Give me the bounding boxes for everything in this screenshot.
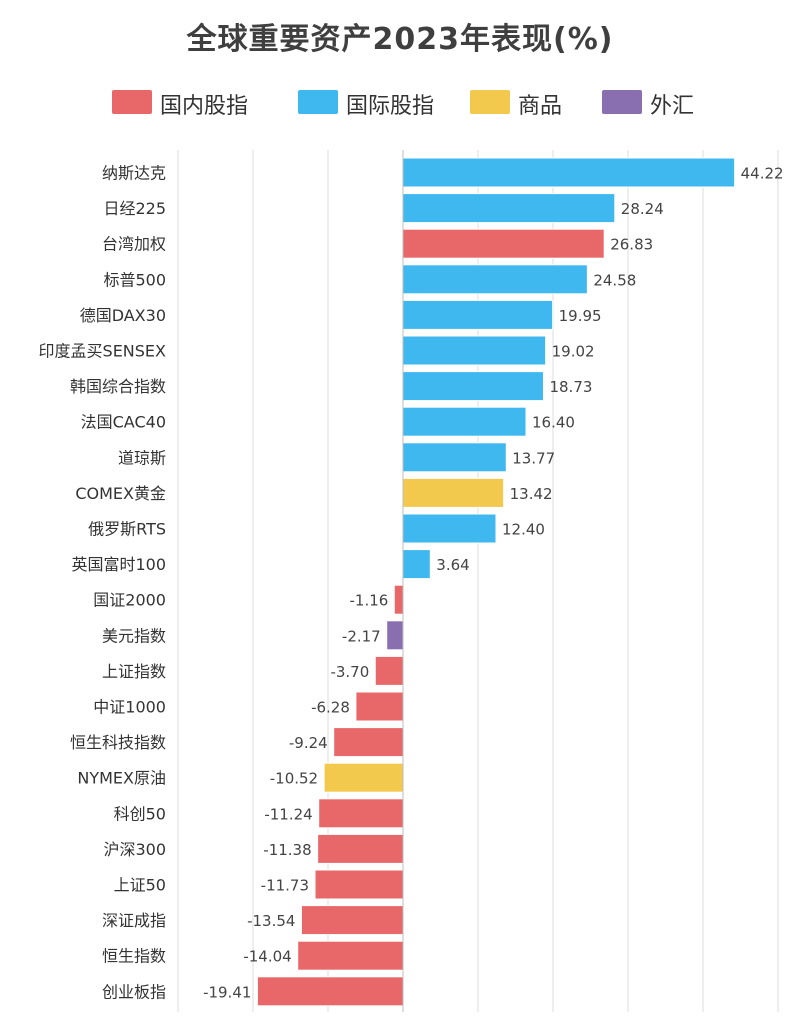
value-label: 12.40	[502, 521, 545, 539]
value-label: -11.38	[263, 841, 311, 859]
category-label: 台湾加权	[102, 235, 166, 254]
legend-swatch-forex	[602, 90, 642, 114]
value-label: 13.42	[510, 485, 553, 503]
category-label: 标普500	[103, 270, 166, 289]
category-label: 上证50	[114, 876, 166, 895]
bar	[402, 193, 616, 224]
category-label: NYMEX原油	[77, 769, 166, 788]
category-label: 美元指数	[102, 626, 166, 645]
category-label: 英国富时100	[71, 555, 166, 574]
value-label: 19.02	[552, 343, 595, 361]
bar	[386, 620, 404, 651]
bar	[402, 299, 554, 330]
value-label: 28.24	[621, 200, 664, 218]
value-label: 16.40	[532, 414, 575, 432]
category-label: 日经225	[103, 199, 166, 218]
category-label: 上证指数	[102, 662, 166, 681]
category-label: 道琼斯	[118, 448, 166, 467]
value-label: -19.41	[203, 983, 251, 1001]
legend-swatch-international	[298, 90, 338, 114]
value-label: -3.70	[330, 663, 369, 681]
value-label: -10.52	[270, 770, 318, 788]
category-label: 印度孟买SENSEX	[39, 342, 167, 361]
bar	[323, 762, 404, 793]
category-label: 俄罗斯RTS	[88, 520, 166, 539]
legend-label-international: 国际股指	[346, 94, 435, 119]
value-label: 44.22	[741, 165, 784, 183]
legend-label-commodity: 商品	[518, 94, 563, 119]
value-label: -11.73	[261, 877, 309, 895]
category-label: 纳斯达克	[102, 164, 166, 183]
value-label: -11.24	[264, 805, 312, 823]
value-label: -1.16	[349, 592, 388, 610]
value-label: 3.64	[436, 556, 469, 574]
bar	[402, 228, 605, 259]
bar	[402, 477, 505, 508]
category-label: 国证2000	[93, 591, 166, 610]
bar	[393, 584, 404, 615]
category-label: 德国DAX30	[80, 306, 166, 325]
bar	[318, 798, 404, 829]
bar	[374, 655, 404, 686]
bar	[402, 157, 736, 188]
category-label: 韩国综合指数	[70, 377, 166, 396]
value-label: 13.77	[512, 449, 555, 467]
value-label: 18.73	[549, 378, 592, 396]
value-label: 26.83	[610, 236, 653, 254]
bar	[402, 442, 507, 473]
bar	[402, 513, 497, 544]
value-label: -13.54	[247, 912, 295, 930]
bar	[333, 727, 404, 758]
value-label: -2.17	[342, 627, 381, 645]
bar	[355, 691, 404, 722]
bar	[402, 264, 588, 295]
legend-label-domestic: 国内股指	[160, 94, 249, 119]
bar	[317, 833, 404, 864]
chart-title: 全球重要资产2023年表现(%)	[186, 22, 614, 57]
bar	[256, 976, 404, 1007]
bar-chart-plot: 纳斯达克 44.22 日经225 28.24 台湾加权 26.83 标普500 24.58 德国…	[39, 150, 784, 1012]
legend-swatch-domestic	[112, 90, 152, 114]
bar	[402, 406, 527, 437]
bar	[297, 940, 404, 971]
bar	[402, 335, 547, 366]
category-label: 恒生科技指数	[70, 733, 166, 752]
category-label: 创业板指	[102, 982, 166, 1001]
category-label: 中证1000	[93, 698, 166, 717]
bar	[402, 371, 544, 402]
category-label: COMEX黄金	[75, 484, 166, 503]
category-label: 恒生指数	[102, 947, 166, 966]
bar	[314, 869, 404, 900]
bar	[300, 905, 404, 936]
bar	[402, 549, 431, 580]
category-label: 科创50	[114, 804, 166, 823]
value-label: 19.95	[559, 307, 602, 325]
legend-label-forex: 外汇	[650, 94, 695, 119]
category-label: 法国CAC40	[81, 413, 166, 432]
value-label: -6.28	[311, 699, 350, 717]
value-label: -14.04	[243, 948, 291, 966]
legend-swatch-commodity	[470, 90, 510, 114]
value-label: -9.24	[289, 734, 328, 752]
category-label: 深证成指	[102, 911, 166, 930]
value-label: 24.58	[593, 271, 636, 289]
category-label: 沪深300	[103, 840, 166, 859]
